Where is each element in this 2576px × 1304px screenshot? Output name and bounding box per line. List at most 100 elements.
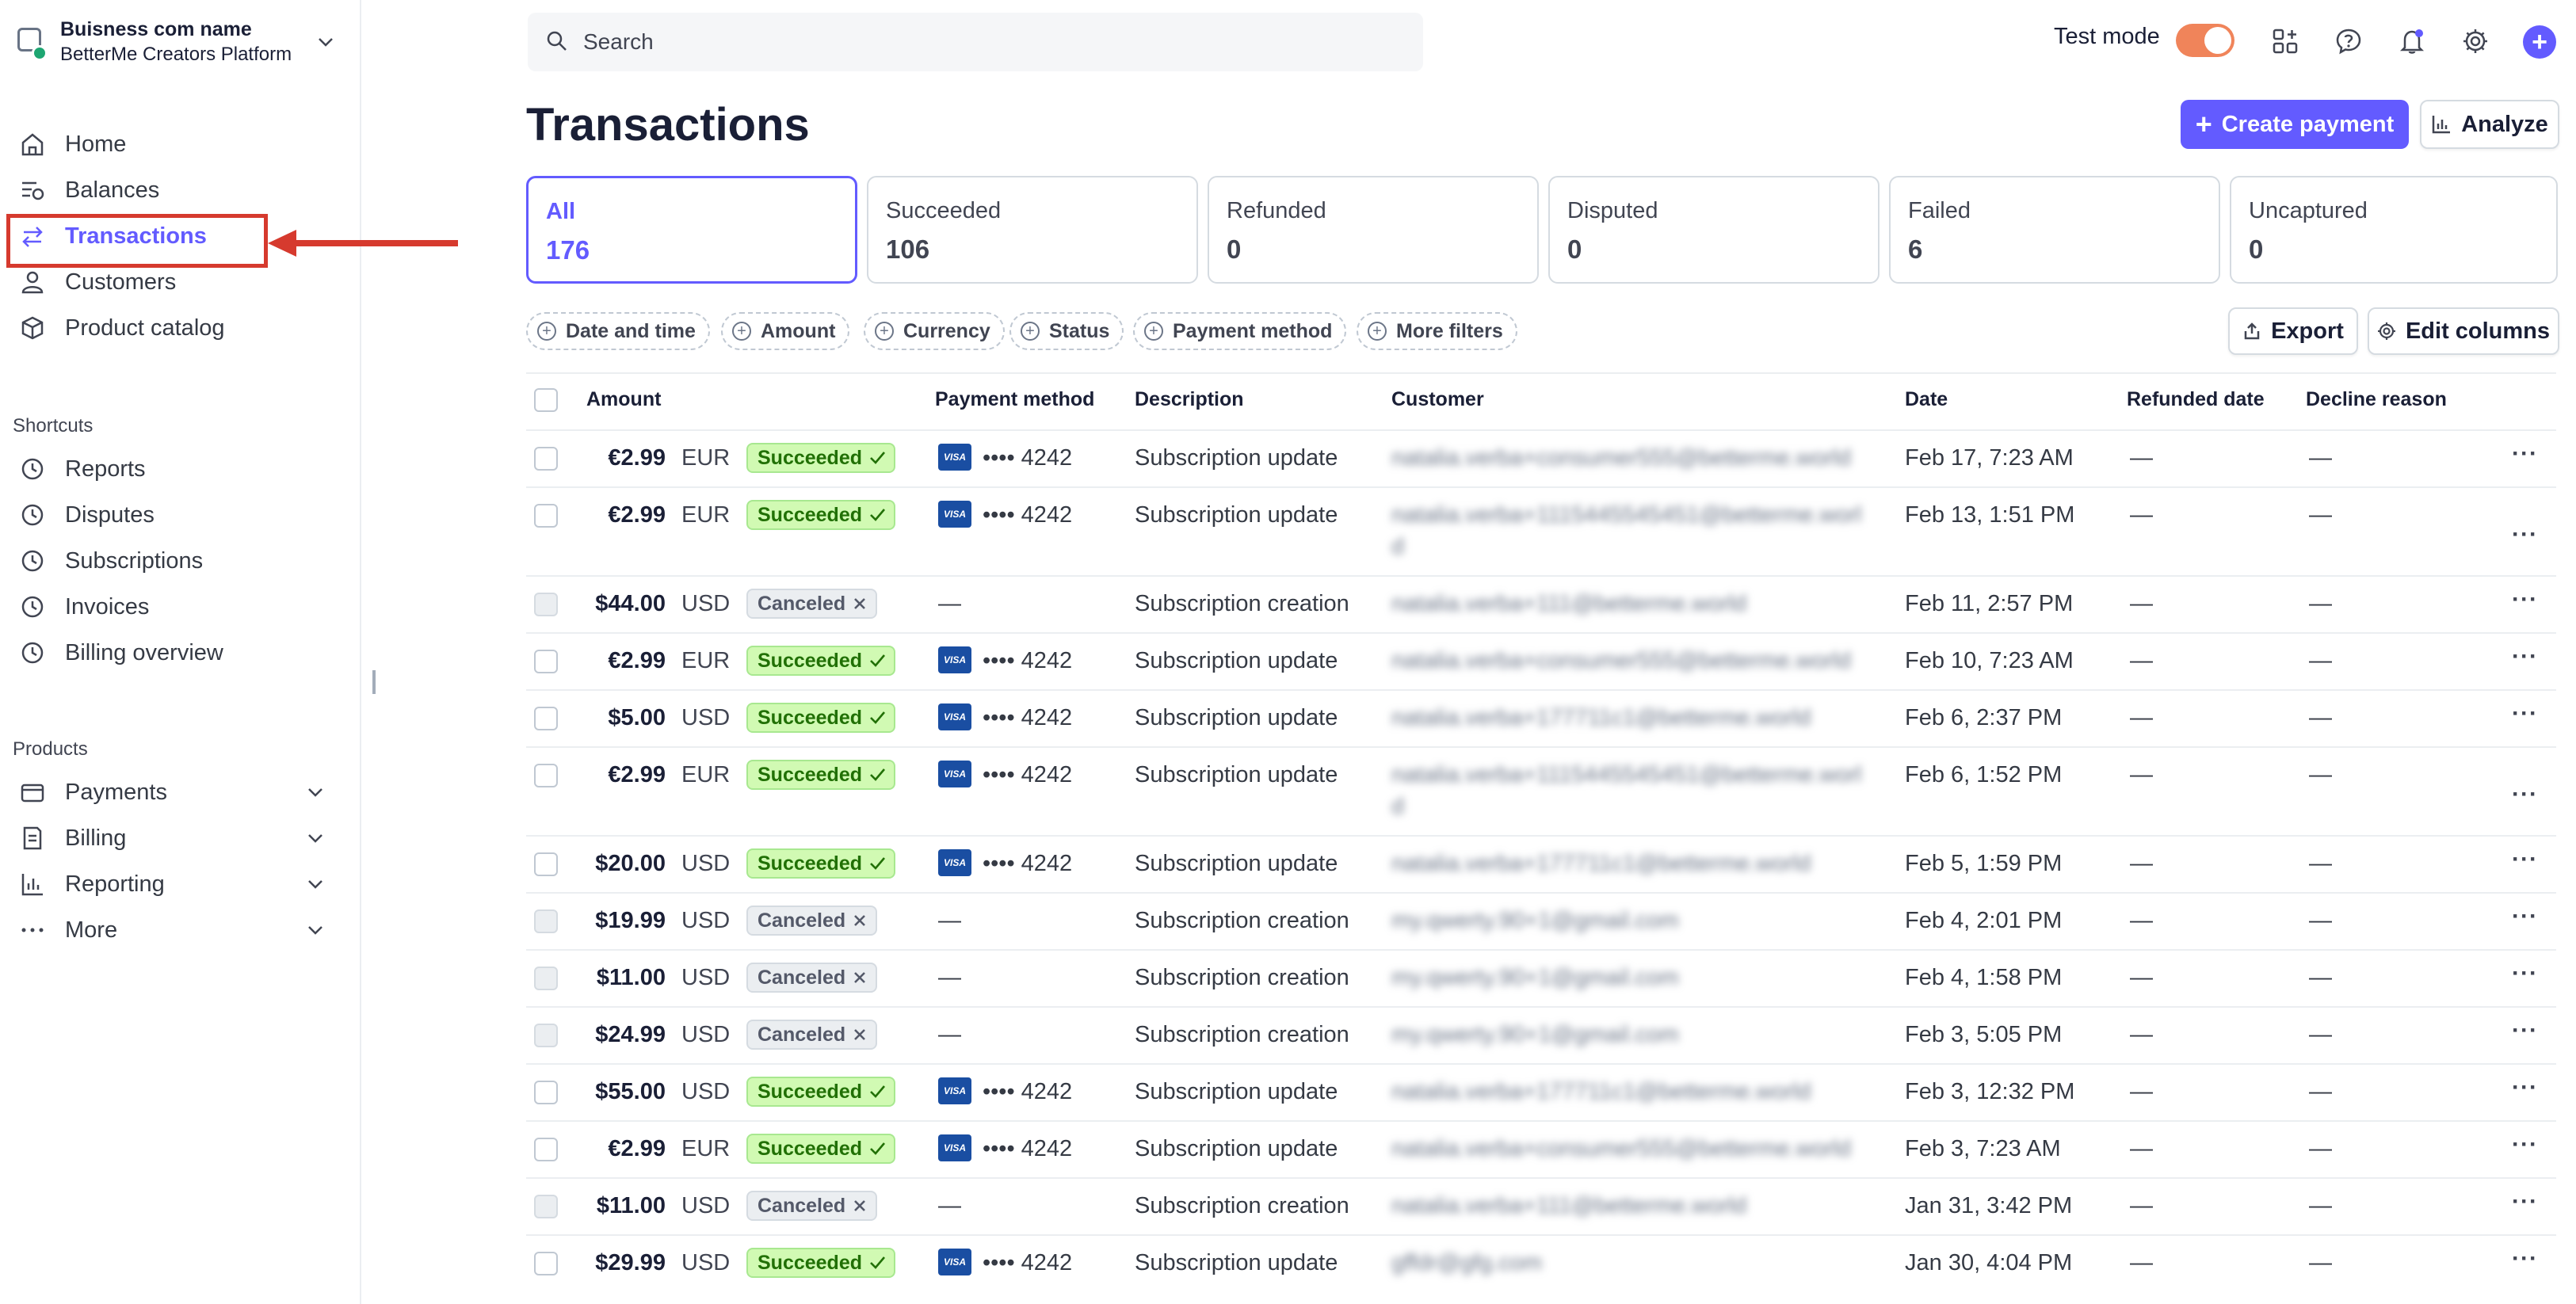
check-icon xyxy=(868,766,886,784)
row-checkbox[interactable] xyxy=(534,1024,558,1047)
sidebar-item-customers[interactable]: Customers xyxy=(0,260,361,304)
create-payment-button[interactable]: + Create payment xyxy=(2181,100,2409,149)
sidebar-item-more[interactable]: More xyxy=(0,908,361,952)
row-checkbox[interactable] xyxy=(534,593,558,616)
row-actions-more-icon[interactable]: ··· xyxy=(2512,1188,2538,1214)
sidebar-item-reports[interactable]: Reports xyxy=(0,447,361,491)
sidebar-item-billing[interactable]: Billing xyxy=(0,816,361,860)
status-card-all[interactable]: All 176 xyxy=(526,176,857,284)
create-new-plus-icon[interactable]: + xyxy=(2523,25,2556,59)
row-customer-email[interactable]: natalia.verba+177711c1@betterme.world xyxy=(1391,705,1811,730)
row-actions-more-icon[interactable]: ··· xyxy=(2512,1074,2538,1100)
row-actions-more-icon[interactable]: ··· xyxy=(2512,960,2538,986)
row-checkbox[interactable] xyxy=(534,1138,558,1161)
row-customer-email[interactable]: natalia.verba+1115445545451@betterme.wor… xyxy=(1391,502,1862,528)
status-card-failed[interactable]: Failed 6 xyxy=(1889,176,2220,284)
page-title: Transactions xyxy=(526,99,810,151)
column-header-refunded-date[interactable]: Refunded date xyxy=(2127,388,2265,410)
row-checkbox[interactable] xyxy=(534,447,558,471)
row-checkbox[interactable] xyxy=(534,504,558,528)
reporting-icon xyxy=(17,869,48,899)
sidebar-item-subscriptions[interactable]: Subscriptions xyxy=(0,539,361,583)
row-customer-email[interactable]: natalia.verba+1115445545451@betterme.wor… xyxy=(1391,762,1862,787)
status-badge: Succeeded xyxy=(746,1248,896,1278)
row-actions-more-icon[interactable]: ··· xyxy=(2512,521,2538,547)
analyze-button[interactable]: Analyze xyxy=(2420,100,2559,149)
filter-amount[interactable]: + Amount xyxy=(721,312,850,350)
column-header-payment-method[interactable]: Payment method xyxy=(935,388,1095,410)
row-actions-more-icon[interactable]: ··· xyxy=(2512,700,2538,726)
row-customer-email[interactable]: natalia.verba+consumer555@betterme.world xyxy=(1391,648,1851,673)
row-actions-more-icon[interactable]: ··· xyxy=(2512,586,2538,612)
check-icon xyxy=(868,652,886,669)
row-checkbox[interactable] xyxy=(534,707,558,730)
row-description: Subscription update xyxy=(1135,445,1338,471)
sidebar-item-reporting[interactable]: Reporting xyxy=(0,862,361,906)
row-customer-email[interactable]: natalia.verba+111@betterme.world xyxy=(1391,591,1747,616)
help-icon[interactable] xyxy=(2333,25,2364,57)
search-input[interactable]: Search xyxy=(528,13,1423,71)
row-actions-more-icon[interactable]: ··· xyxy=(2512,1131,2538,1157)
row-customer-email[interactable]: my.qwerty.90+1@gmail.com xyxy=(1391,908,1679,933)
row-decline-reason: — xyxy=(2309,1079,2332,1104)
column-header-decline-reason[interactable]: Decline reason xyxy=(2306,388,2447,410)
sidebar-item-disputes[interactable]: Disputes xyxy=(0,493,361,537)
row-checkbox[interactable] xyxy=(534,764,558,787)
row-checkbox[interactable] xyxy=(534,852,558,876)
status-card-refunded[interactable]: Refunded 0 xyxy=(1208,176,1539,284)
test-mode-toggle[interactable] xyxy=(2176,24,2234,57)
apps-icon[interactable] xyxy=(2269,25,2301,57)
status-card-disputed[interactable]: Disputed 0 xyxy=(1548,176,1880,284)
column-header-date[interactable]: Date xyxy=(1905,388,1948,410)
sidebar-item-invoices[interactable]: Invoices xyxy=(0,585,361,629)
row-customer-email[interactable]: my.qwerty.90+1@gmail.com xyxy=(1391,965,1679,990)
row-checkbox[interactable] xyxy=(534,650,558,673)
row-customer-email[interactable]: natalia.verba+consumer555@betterme.world xyxy=(1391,1136,1851,1161)
sidebar-item-product-catalog[interactable]: Product catalog xyxy=(0,306,361,350)
account-switcher[interactable]: Buisness com name BetterMe Creators Plat… xyxy=(13,14,338,70)
column-header-customer[interactable]: Customer xyxy=(1391,388,1484,410)
row-actions-more-icon[interactable]: ··· xyxy=(2512,781,2538,807)
row-decline-reason: — xyxy=(2309,762,2332,787)
column-header-amount[interactable]: Amount xyxy=(586,388,662,410)
settings-gear-icon[interactable] xyxy=(2460,25,2491,57)
status-badge: Succeeded xyxy=(746,760,896,790)
filter-payment-method[interactable]: + Payment method xyxy=(1133,312,1347,350)
sidebar-item-transactions[interactable]: Transactions xyxy=(0,214,361,258)
row-actions-more-icon[interactable]: ··· xyxy=(2512,1245,2538,1272)
row-customer-email[interactable]: natalia.verba+177711c1@betterme.world xyxy=(1391,1079,1811,1104)
row-actions-more-icon[interactable]: ··· xyxy=(2512,643,2538,669)
row-checkbox[interactable] xyxy=(534,909,558,933)
sidebar-item-home[interactable]: Home xyxy=(0,122,361,166)
row-checkbox[interactable] xyxy=(534,1081,558,1104)
filter-date-and-time[interactable]: + Date and time xyxy=(526,312,710,350)
select-all-checkbox[interactable] xyxy=(534,388,558,412)
row-customer-email[interactable]: natalia.verba+consumer555@betterme.world xyxy=(1391,445,1851,471)
row-checkbox[interactable] xyxy=(534,967,558,990)
row-actions-more-icon[interactable]: ··· xyxy=(2512,440,2538,467)
row-customer-email[interactable]: natalia.verba+177711c1@betterme.world xyxy=(1391,851,1811,876)
row-actions-more-icon[interactable]: ··· xyxy=(2512,846,2538,872)
row-customer-email[interactable]: gffdr@gfg.com xyxy=(1391,1250,1543,1275)
sidebar-item-billing-overview[interactable]: Billing overview xyxy=(0,631,361,675)
row-customer-email[interactable]: natalia.verba+111@betterme.world xyxy=(1391,1193,1747,1218)
row-checkbox[interactable] xyxy=(534,1252,558,1275)
row-date: Feb 17, 7:23 AM xyxy=(1905,445,2074,471)
sidebar-item-payments[interactable]: Payments xyxy=(0,770,361,814)
export-button[interactable]: Export xyxy=(2228,307,2358,355)
row-actions-more-icon[interactable]: ··· xyxy=(2512,1017,2538,1043)
column-header-description[interactable]: Description xyxy=(1135,388,1244,410)
edit-columns-button[interactable]: Edit columns xyxy=(2368,307,2559,355)
filter-more-filters[interactable]: + More filters xyxy=(1357,312,1517,350)
x-icon xyxy=(852,913,868,928)
sidebar-item-balances[interactable]: Balances xyxy=(0,168,361,212)
row-customer-email[interactable]: my.qwerty.90+1@gmail.com xyxy=(1391,1022,1679,1047)
filter-status[interactable]: + Status xyxy=(1009,312,1124,350)
row-checkbox[interactable] xyxy=(534,1195,558,1218)
status-card-succeeded[interactable]: Succeeded 106 xyxy=(867,176,1198,284)
row-actions-more-icon[interactable]: ··· xyxy=(2512,903,2538,929)
sidebar-resize-handle[interactable] xyxy=(372,670,376,694)
notification-bell-icon[interactable] xyxy=(2396,25,2428,57)
status-card-uncaptured[interactable]: Uncaptured 0 xyxy=(2230,176,2558,284)
filter-currency[interactable]: + Currency xyxy=(864,312,1005,350)
